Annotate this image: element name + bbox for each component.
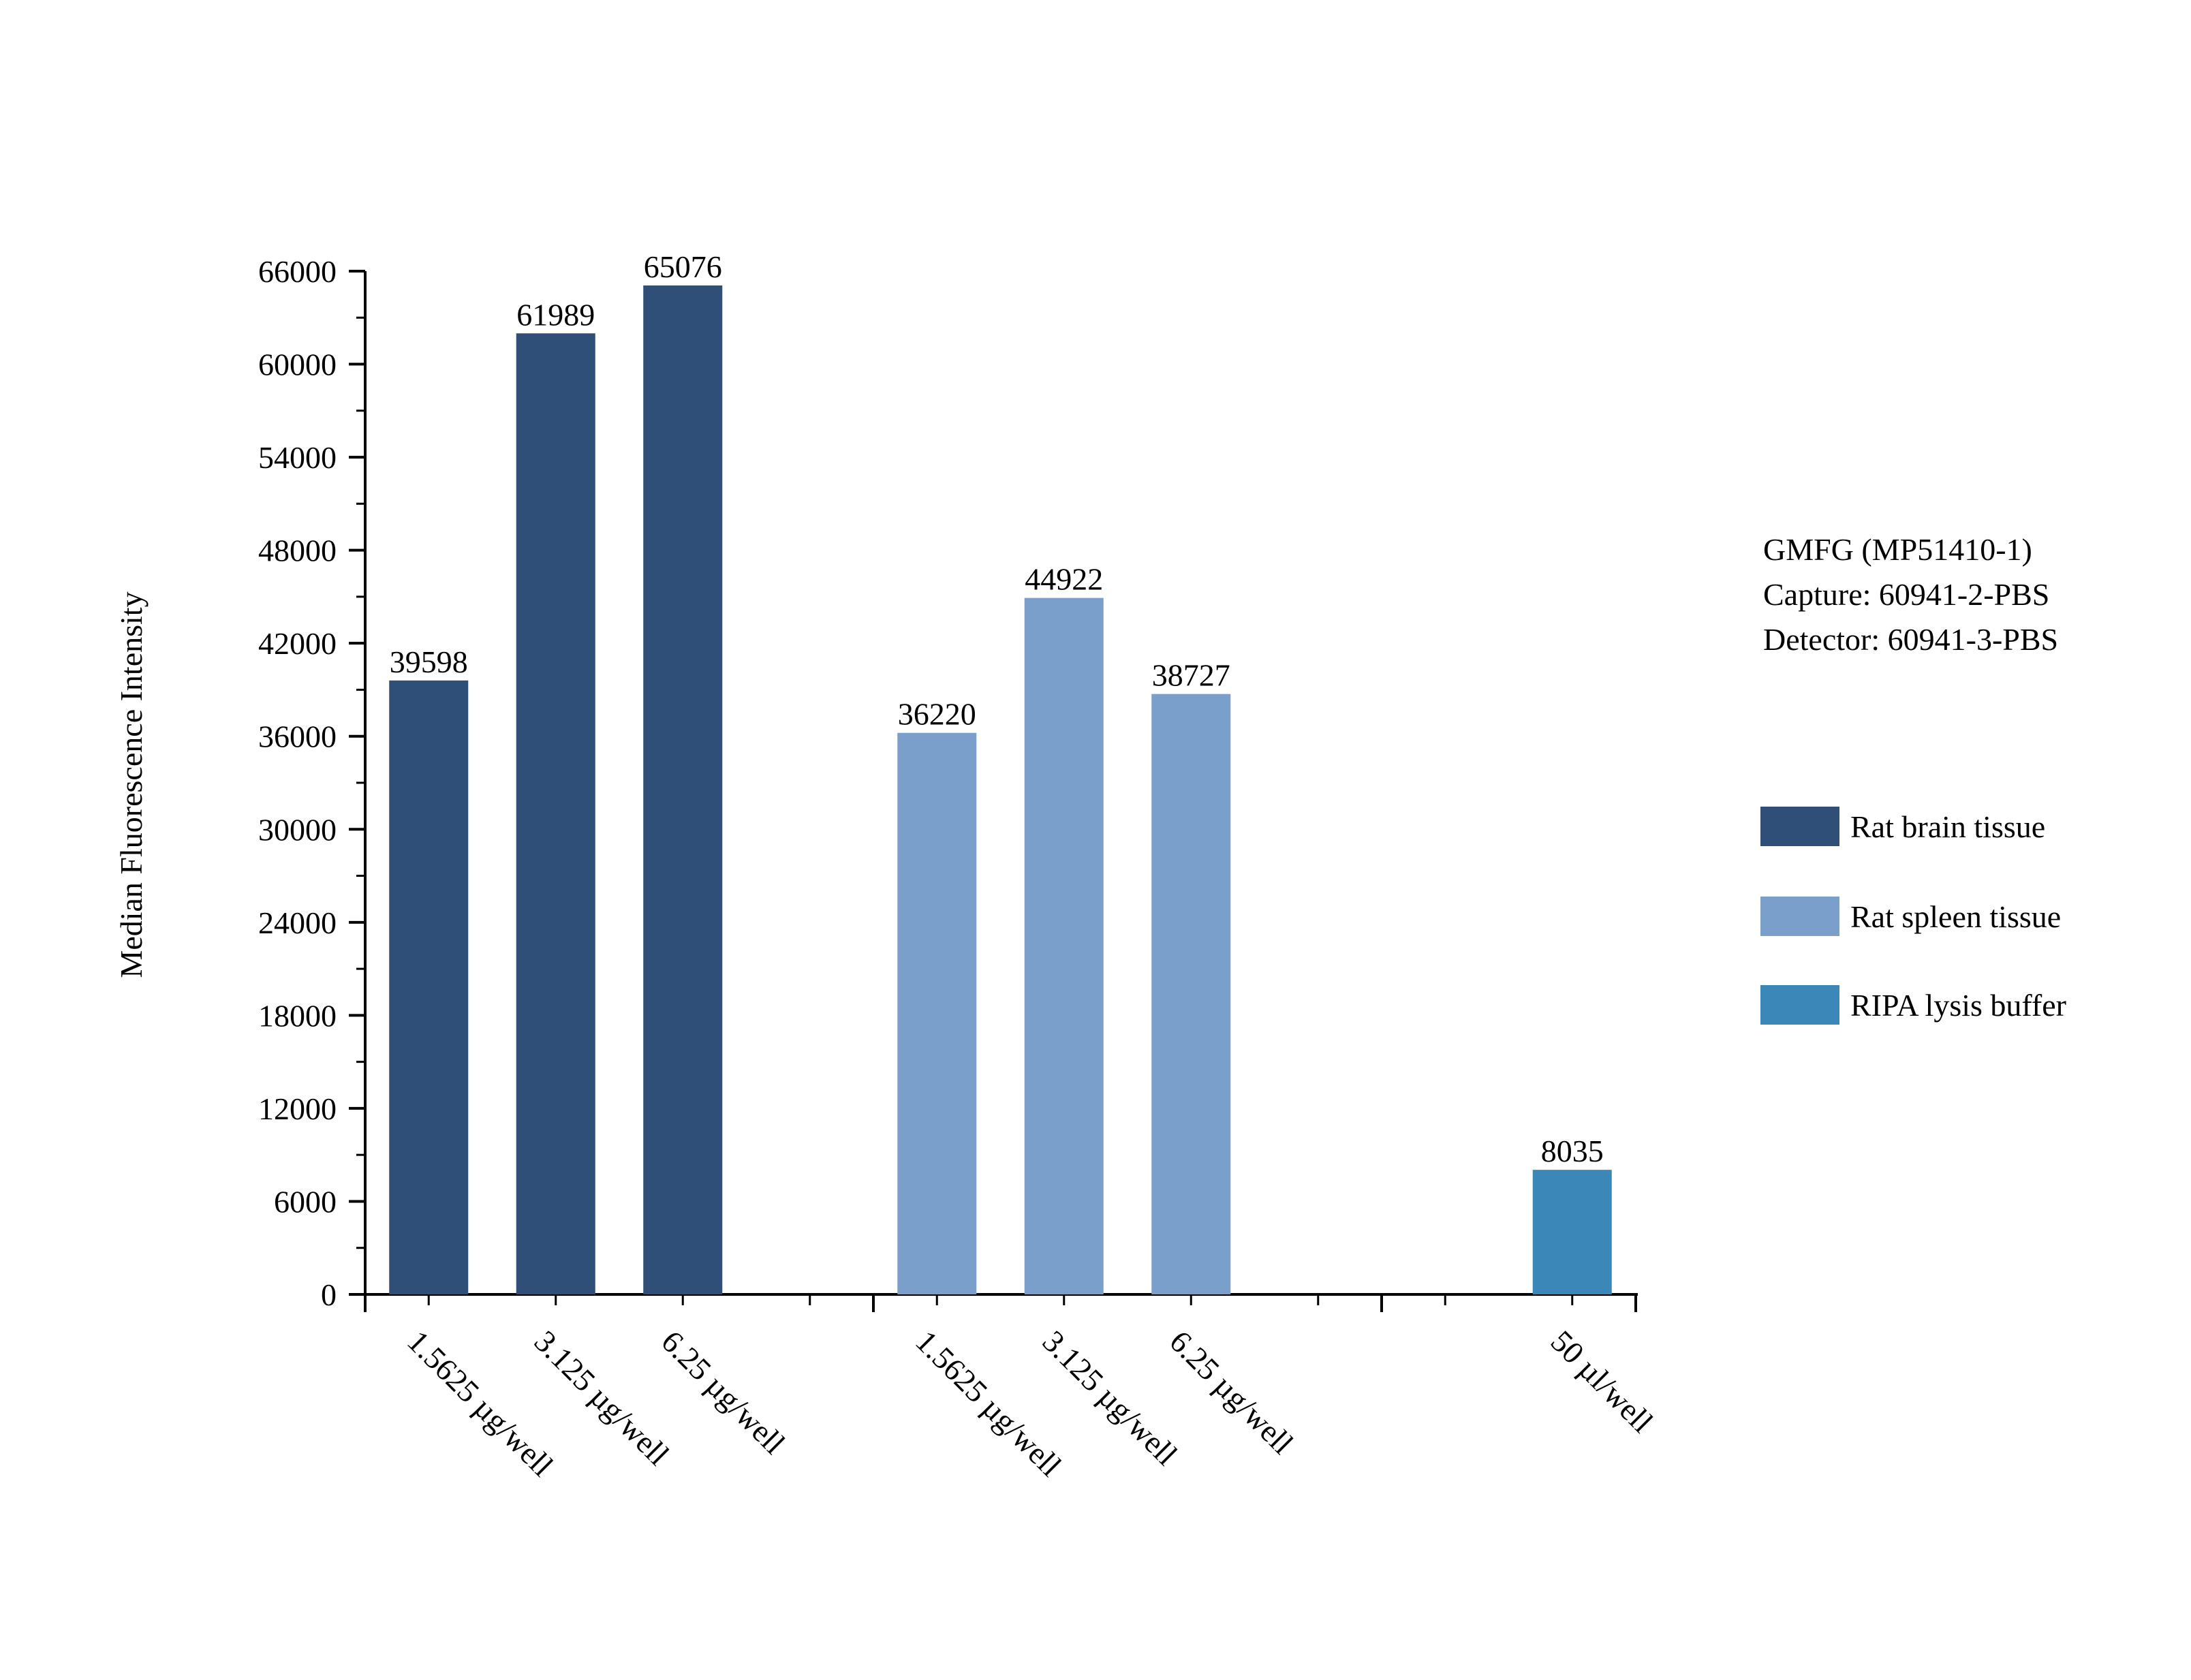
x-axis xyxy=(364,1293,1638,1312)
bar-value-label: 44922 xyxy=(1025,562,1103,597)
bar[interactable] xyxy=(643,285,723,1294)
bar[interactable] xyxy=(1024,597,1104,1294)
bar-value-label: 8035 xyxy=(1541,1134,1604,1168)
bar[interactable] xyxy=(389,680,469,1294)
legend-label[interactable]: RIPA lysis buffer xyxy=(1850,988,2066,1023)
y-tick-label: 36000 xyxy=(258,719,337,754)
info-block: GMFG (MP51410-1) Capture: 60941-2-PBS Dete… xyxy=(1763,532,2058,657)
y-tick-label: 66000 xyxy=(258,254,337,289)
info-text-line: Capture: 60941-2-PBS xyxy=(1763,577,2049,612)
bar-value-label: 39598 xyxy=(390,644,468,679)
bar[interactable] xyxy=(516,333,595,1294)
bar[interactable] xyxy=(1532,1170,1612,1294)
bar[interactable] xyxy=(1151,694,1231,1294)
y-tick-label: 54000 xyxy=(258,440,337,475)
legend-label[interactable]: Rat spleen tissue xyxy=(1850,899,2061,934)
y-tick-label: 24000 xyxy=(258,905,337,940)
y-axis: 0 6000 12000 18000 24000 30000 36000 42000 48000… xyxy=(258,254,367,1312)
bar-value-label: 38727 xyxy=(1152,658,1230,693)
y-tick-label: 60000 xyxy=(258,347,337,382)
value-labels: 39598 61989 65076 36220 44922 38727 8035 xyxy=(390,249,1604,1168)
x-category-label: 6.25 µg/well xyxy=(655,1324,792,1461)
y-tick-label: 12000 xyxy=(258,1091,337,1126)
legend-label[interactable]: Rat brain tissue xyxy=(1850,809,2045,844)
x-category-label: 50 µl/well xyxy=(1544,1324,1660,1440)
x-category-label: 6.25 µg/well xyxy=(1163,1324,1300,1461)
y-tick-label: 30000 xyxy=(258,812,337,847)
legend-swatch[interactable] xyxy=(1760,807,1839,846)
y-tick-label: 0 xyxy=(321,1277,337,1312)
y-tick-label: 18000 xyxy=(258,998,337,1033)
bar[interactable] xyxy=(897,732,977,1294)
bar-value-label: 36220 xyxy=(898,697,976,732)
y-tick-label: 48000 xyxy=(258,533,337,568)
info-text-line: Detector: 60941-3-PBS xyxy=(1763,622,2058,657)
bar-value-label: 65076 xyxy=(644,249,722,284)
y-axis-title: Median Fluorescence Intensity xyxy=(114,591,149,978)
legend-swatch[interactable] xyxy=(1760,985,1839,1025)
y-tick-label: 6000 xyxy=(274,1184,337,1219)
legend-swatch[interactable] xyxy=(1760,897,1839,936)
bar-value-label: 61989 xyxy=(516,297,595,332)
y-tick-label: 42000 xyxy=(258,626,337,661)
info-text-line: GMFG (MP51410-1) xyxy=(1763,532,2032,567)
legend: Rat brain tissue Rat spleen tissue RIPA ly… xyxy=(1760,807,2066,1025)
bars xyxy=(389,285,1612,1294)
